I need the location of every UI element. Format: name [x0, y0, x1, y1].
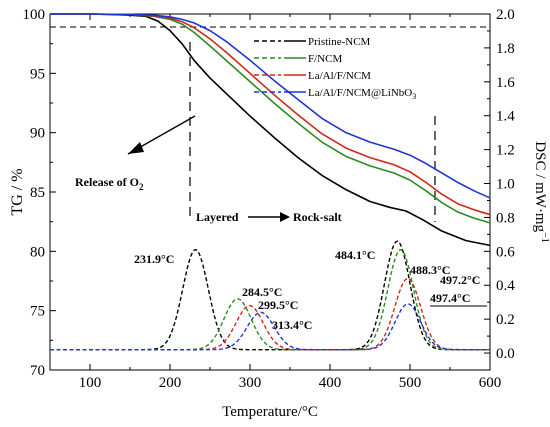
- x-tick-label: 400: [319, 375, 342, 391]
- legend-label: F/NCM: [308, 53, 342, 65]
- y-right-tick-label: 0.2: [496, 312, 515, 328]
- y-right-tick-label: 0.0: [496, 346, 515, 362]
- y-left-tick-label: 85: [30, 185, 45, 201]
- tg-series-line: [50, 13, 491, 199]
- dsc-curves: [50, 240, 490, 351]
- tick-labels: 100 200 300 400 500 600 70 75 80 85 90 95 100 0.0 0.2 0…: [23, 7, 516, 391]
- y-axis-right-title: DSC / mW·mg−1: [532, 141, 550, 242]
- legend: Pristine-NCM F/NCM La/Al/F/NCM La/Al/F/N…: [254, 36, 416, 101]
- y-right-tick-label: 0.4: [496, 278, 515, 294]
- annotation-layered-rock-salt: Layered Rock-salt: [196, 210, 342, 224]
- y-left-tick-label: 75: [30, 304, 45, 320]
- tg-series-line: [50, 13, 491, 216]
- peak-label: 497.2°C: [440, 273, 480, 287]
- y-right-tick-label: 1.6: [496, 75, 515, 91]
- x-tick-label: 100: [79, 375, 102, 391]
- peak-label: 497.4°C: [430, 291, 470, 305]
- peak-labels: 231.9°C 284.5°C 299.5°C 313.4°C 484.1°C …: [134, 248, 487, 332]
- svg-text:Rock-salt: Rock-salt: [293, 210, 342, 224]
- tg-curves: [50, 13, 491, 247]
- y-left-tick-label: 95: [30, 66, 45, 82]
- legend-label: Pristine-NCM: [308, 36, 371, 48]
- dsc-series-line: [50, 303, 490, 351]
- tg-series-line: [50, 13, 491, 224]
- peak-label: 299.5°C: [258, 298, 298, 312]
- peak-label: 488.3°C: [410, 263, 450, 277]
- x-axis-title: Temperature/°C: [222, 404, 318, 420]
- y-left-tick-label: 100: [23, 7, 46, 23]
- y-right-tick-label: 1.0: [496, 177, 515, 193]
- peak-label: 313.4°C: [272, 318, 312, 332]
- svg-text:Release of O2: Release of O2: [75, 175, 144, 192]
- annotation-release-of-o2: Release of O2: [75, 115, 196, 192]
- y-right-tick-label: 2.0: [496, 7, 515, 23]
- x-tick-label: 600: [479, 375, 502, 391]
- y-left-tick-label: 70: [30, 363, 45, 379]
- peak-label: 231.9°C: [134, 252, 174, 266]
- y-right-tick-label: 0.6: [496, 244, 515, 260]
- y-right-tick-label: 1.4: [496, 109, 515, 125]
- tg-series-line: [50, 13, 491, 247]
- y-right-tick-label: 0.8: [496, 210, 515, 226]
- peak-label: 284.5°C: [242, 285, 282, 299]
- legend-label: La/Al/F/NCM: [308, 70, 371, 82]
- y-axis-left-title: TG / %: [9, 168, 26, 215]
- svg-text:Layered: Layered: [196, 210, 239, 224]
- x-tick-label: 500: [399, 375, 422, 391]
- x-tick-label: 300: [239, 375, 262, 391]
- x-tick-label: 200: [159, 375, 182, 391]
- y-left-tick-label: 80: [30, 244, 45, 260]
- peak-label: 484.1°C: [335, 248, 375, 262]
- y-right-tick-label: 1.8: [496, 41, 515, 57]
- y-right-tick-label: 1.2: [496, 143, 515, 159]
- y-left-tick-label: 90: [30, 126, 45, 142]
- legend-label: La/Al/F/NCM@LiNbO3: [308, 87, 416, 101]
